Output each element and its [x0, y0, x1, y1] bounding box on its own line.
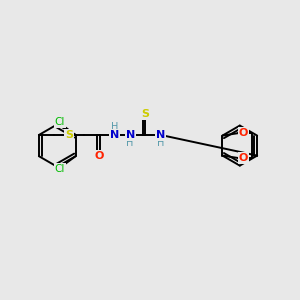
Text: O: O: [95, 151, 104, 160]
Text: H: H: [111, 122, 118, 132]
Text: H: H: [157, 138, 164, 148]
Text: Cl: Cl: [55, 164, 65, 174]
Text: Cl: Cl: [55, 117, 65, 127]
Text: N: N: [125, 130, 135, 140]
Text: O: O: [238, 153, 248, 163]
Text: H: H: [127, 138, 134, 148]
Text: O: O: [238, 128, 248, 138]
Text: S: S: [142, 110, 149, 119]
Text: S: S: [65, 130, 73, 140]
Text: N: N: [156, 130, 165, 140]
Text: N: N: [110, 130, 119, 140]
